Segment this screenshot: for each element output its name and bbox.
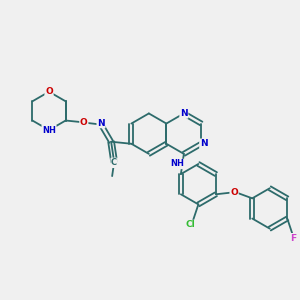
Text: NH: NH — [42, 126, 56, 135]
Text: NH: NH — [171, 160, 184, 169]
Text: F: F — [290, 234, 296, 243]
Text: Cl: Cl — [186, 220, 196, 230]
Text: N: N — [200, 139, 208, 148]
Text: O: O — [45, 87, 53, 96]
Text: N: N — [97, 118, 105, 127]
Text: O: O — [80, 118, 88, 127]
Text: O: O — [230, 188, 238, 197]
Text: N: N — [180, 109, 188, 118]
Text: C: C — [111, 158, 117, 167]
